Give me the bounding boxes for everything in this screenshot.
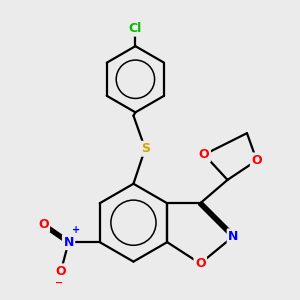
Text: −: − — [55, 278, 63, 288]
Text: O: O — [56, 265, 66, 278]
Text: O: O — [38, 218, 49, 231]
Text: N: N — [63, 236, 74, 249]
Text: Cl: Cl — [129, 22, 142, 35]
Text: O: O — [195, 257, 206, 270]
Text: N: N — [228, 230, 239, 243]
Text: S: S — [141, 142, 150, 155]
Text: O: O — [251, 154, 262, 167]
Text: +: + — [71, 226, 80, 236]
Text: O: O — [199, 148, 209, 161]
